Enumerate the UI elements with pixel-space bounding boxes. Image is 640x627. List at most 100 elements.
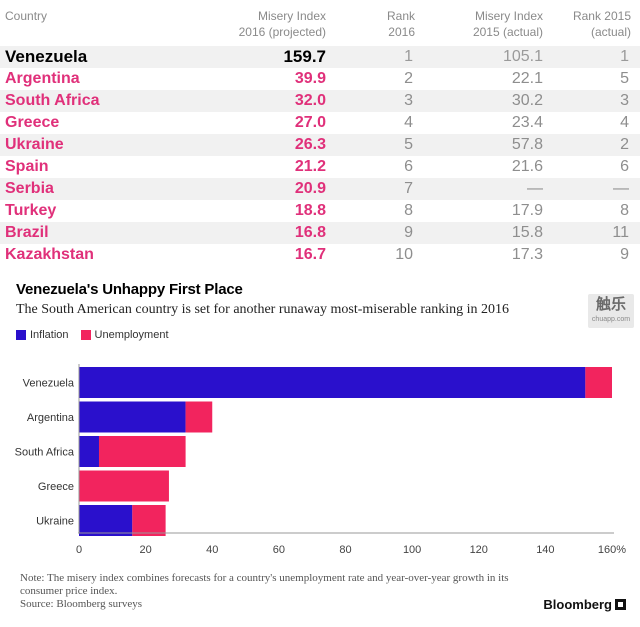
chart-note: Note: The misery index combines forecast… <box>20 572 509 597</box>
cell-rank-2016: 8 <box>404 202 413 219</box>
cell-rank-2016: 1 <box>404 48 413 65</box>
cell-country: South Africa <box>5 92 100 109</box>
table-row: Greece 27.0 4 23.4 4 <box>0 112 640 134</box>
category-label: Argentina <box>27 412 75 424</box>
table-row: Spain 21.2 6 21.6 6 <box>0 156 640 178</box>
cell-misery-2015: — <box>527 180 543 197</box>
cell-rank-2015: — <box>613 180 629 197</box>
cell-misery-2015: 21.6 <box>511 158 543 175</box>
cell-rank-2015: 9 <box>620 246 629 263</box>
bar-unemployment-venezuela <box>585 367 612 398</box>
cell-misery-2016: 21.2 <box>294 158 326 175</box>
table-row: Serbia 20.9 7 — — <box>0 178 640 200</box>
cell-country: Brazil <box>5 224 49 241</box>
bar-inflation-venezuela <box>79 367 586 398</box>
x-tick-label: 140 <box>536 544 554 556</box>
category-label: Venezuela <box>23 378 75 390</box>
chart-title: Venezuela's Unhappy First Place <box>16 281 243 298</box>
cell-rank-2015: 4 <box>620 114 629 131</box>
cell-rank-2015: 11 <box>612 224 629 241</box>
cell-rank-2016: 4 <box>404 114 413 131</box>
cell-rank-2016: 7 <box>404 180 413 197</box>
table-header: Country Misery Index 2016 (projected) Ran… <box>0 0 640 46</box>
legend-item-unemployment: Unemployment <box>80 329 169 341</box>
x-tick-label: 20 <box>140 544 152 556</box>
cell-misery-2016: 32.0 <box>294 92 326 109</box>
category-label: South Africa <box>15 447 75 459</box>
chart-legend: Inflation Unemployment <box>16 329 181 341</box>
cell-rank-2016: 9 <box>404 224 413 241</box>
table-body: Venezuela 159.7 1 105.1 1 Argentina 39.9 2 22.1 5… <box>0 46 640 266</box>
cell-misery-2015: 57.8 <box>511 136 543 153</box>
cell-rank-2015: 3 <box>620 92 629 109</box>
cell-country: Kazakhstan <box>5 246 94 263</box>
bar-unemployment-greece <box>79 470 169 502</box>
cell-rank-2016: 2 <box>404 70 413 87</box>
cell-misery-2016: 39.9 <box>294 70 326 87</box>
cell-country: Ukraine <box>5 136 64 153</box>
bar-inflation-south-africa <box>79 436 99 467</box>
x-tick-label: 40 <box>206 544 218 556</box>
x-tick-label: 60 <box>273 544 285 556</box>
bar-inflation-argentina <box>79 401 186 433</box>
header-country: Country <box>5 9 48 23</box>
cell-country: Venezuela <box>5 47 88 66</box>
cell-rank-2015: 5 <box>620 70 629 87</box>
cell-country: Serbia <box>5 180 54 197</box>
cell-rank-2015: 6 <box>620 158 629 175</box>
cell-country: Argentina <box>5 70 80 87</box>
category-label: Greece <box>38 481 74 493</box>
cell-misery-2016: 16.8 <box>294 224 326 241</box>
cell-rank-2015: 1 <box>620 48 629 65</box>
header-misery-2015: Misery Index 2015 (actual) <box>472 9 543 39</box>
legend-swatch-inflation <box>16 330 26 340</box>
watermark-main: 触乐 <box>595 296 626 313</box>
brand-label: Bloomberg <box>543 597 612 612</box>
legend-label-unemployment: Unemployment <box>94 329 169 341</box>
cell-misery-2015: 105.1 <box>502 48 543 65</box>
cell-misery-2015: 23.4 <box>511 114 543 131</box>
cell-country: Turkey <box>5 202 57 219</box>
cell-country: Spain <box>5 158 49 175</box>
category-label: Ukraine <box>36 516 74 528</box>
cell-misery-2015: 22.1 <box>511 70 543 87</box>
cell-rank-2016: 10 <box>395 246 413 263</box>
misery-index-table: Country Misery Index 2016 (projected) Ran… <box>0 0 640 266</box>
cell-misery-2015: 17.9 <box>511 202 543 219</box>
header-rank-2016: Rank 2016 <box>386 9 415 39</box>
cell-misery-2015: 17.3 <box>511 246 543 263</box>
x-tick-label: 160% <box>598 544 626 556</box>
table-row: Brazil 16.8 9 15.8 11 <box>0 222 640 244</box>
bar-unemployment-argentina <box>185 401 213 433</box>
cell-misery-2016: 27.0 <box>294 114 326 131</box>
watermark-sub: chuapp.com <box>591 316 631 323</box>
header-misery-2016: Misery Index 2016 (projected) <box>238 9 326 39</box>
chart-subtitle: The South American country is set for an… <box>16 302 509 317</box>
legend-label-inflation: Inflation <box>30 329 69 341</box>
watermark-logo: 触乐 chuapp.com <box>588 294 634 328</box>
x-tick-label: 80 <box>339 544 351 556</box>
cell-rank-2016: 5 <box>404 136 413 153</box>
legend-item-inflation: Inflation <box>16 329 69 341</box>
table-row: Venezuela 159.7 1 105.1 1 <box>0 46 640 68</box>
chart-source: Source: Bloomberg surveys <box>20 598 143 610</box>
x-tick-label: 100 <box>403 544 421 556</box>
x-tick-label: 0 <box>76 544 82 556</box>
bloomberg-brand: Bloomberg <box>543 597 626 612</box>
bar-unemployment-ukraine <box>132 505 166 536</box>
cell-misery-2016: 26.3 <box>294 136 326 153</box>
cell-misery-2016: 159.7 <box>283 47 326 66</box>
bar-unemployment-south-africa <box>98 436 186 467</box>
table-row: Kazakhstan 16.7 10 17.3 9 <box>0 244 640 266</box>
table-row: South Africa 32.0 3 30.2 3 <box>0 90 640 112</box>
cell-misery-2016: 18.8 <box>294 202 326 219</box>
cell-misery-2015: 15.8 <box>511 224 543 241</box>
table-row: Ukraine 26.3 5 57.8 2 <box>0 134 640 156</box>
cell-rank-2016: 3 <box>404 92 413 109</box>
cell-misery-2016: 16.7 <box>294 246 326 263</box>
cell-rank-2016: 6 <box>404 158 413 175</box>
cell-rank-2015: 8 <box>620 202 629 219</box>
bloomberg-mark-icon <box>615 599 626 610</box>
x-tick-label: 120 <box>470 544 488 556</box>
cell-misery-2015: 30.2 <box>511 92 543 109</box>
